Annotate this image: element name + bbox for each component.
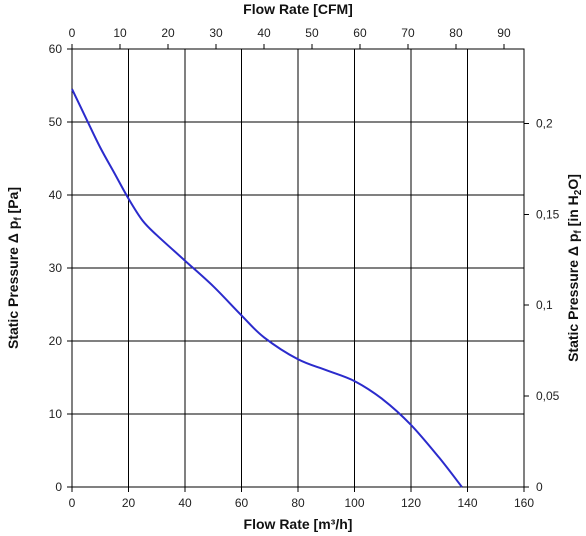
x-tick-label: 0 [69,496,76,510]
y2-axis-title: Static Pressure Δ pf [in H2O] [565,174,584,362]
x2-tick-label: 20 [161,26,175,40]
y-tick-label: 40 [49,188,63,202]
x-tick-label: 160 [514,496,534,510]
y-tick-label: 0 [55,480,62,494]
x2-axis-title: Flow Rate [CFM] [243,1,353,17]
x-axis-title: Flow Rate [m³/h] [244,516,353,532]
y-tick-label: 60 [49,42,63,56]
tick-marks [67,44,529,492]
x2-tick-label: 50 [305,26,319,40]
x-tick-label: 20 [122,496,136,510]
y-tick-labels: 0 10 20 30 40 50 60 [49,42,63,494]
x2-tick-label: 60 [353,26,367,40]
y-tick-label: 20 [49,334,63,348]
x-tick-label: 40 [178,496,192,510]
x-tick-label: 120 [401,496,421,510]
x2-tick-label: 10 [113,26,127,40]
pressure-curve [71,88,463,488]
x2-tick-label: 70 [401,26,415,40]
y-tick-label: 50 [49,115,63,129]
x2-tick-label: 90 [497,26,511,40]
x2-tick-label: 40 [257,26,271,40]
x2-tick-label: 0 [69,26,76,40]
x2-tick-labels: 0 10 20 30 40 50 60 70 80 90 [69,26,511,40]
y-tick-label: 10 [49,407,63,421]
y2-tick-label: 0,1 [536,298,553,312]
x-tick-label: 140 [457,496,477,510]
y2-tick-label: 0,2 [536,116,553,130]
grid-lines [72,49,524,487]
y2-tick-labels: 0 0,05 0,1 0,15 0,2 [536,116,560,494]
y2-tick-label: 0 [536,480,543,494]
x-tick-label: 100 [344,496,364,510]
y2-tick-label: 0,15 [536,207,560,221]
x-tick-label: 60 [235,496,249,510]
x-tick-labels: 0 20 40 60 80 100 120 140 160 [69,496,535,510]
x2-tick-label: 30 [209,26,223,40]
x-tick-label: 80 [291,496,305,510]
y2-tick-label: 0,05 [536,389,560,403]
y-tick-label: 30 [49,261,63,275]
y-axis-title: Static Pressure Δ pf [Pa] [5,187,24,349]
x2-tick-label: 80 [449,26,463,40]
